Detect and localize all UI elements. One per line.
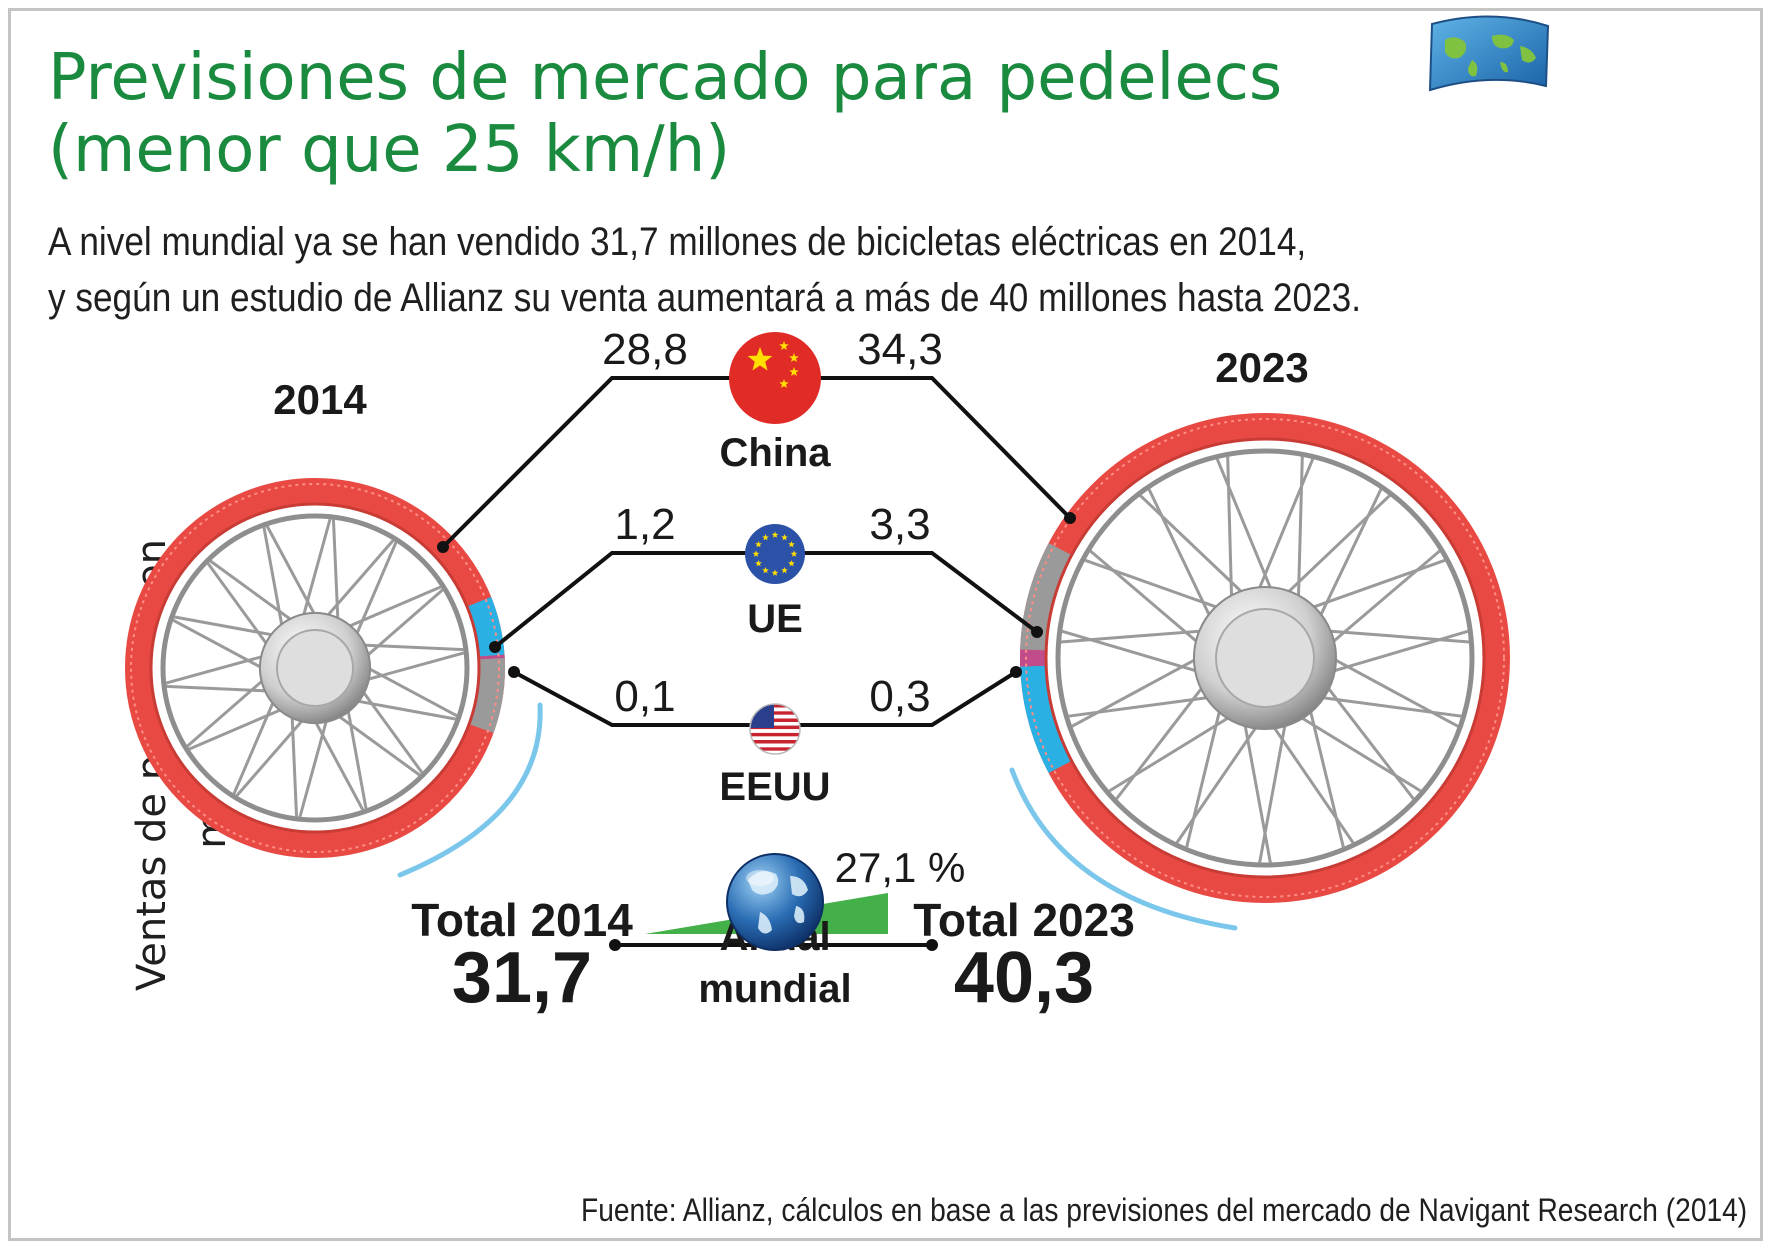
page-title: Previsiones de mercado para pedelecs (me… [48,42,1282,186]
region-label-eeuu: EEUU [719,765,830,809]
total-label-2014: Total 2014 [411,894,633,946]
connector-dot-china-2023 [1064,512,1076,524]
connector-dot-china-2014 [437,541,449,553]
motion-arc-2023 [1009,767,1238,931]
title-line-1: Previsiones de mercado para pedelecs [48,41,1283,115]
infographic-frame [8,8,1763,1241]
wheel-2023-rim [1055,448,1475,868]
world-map-flag-icon [1428,15,1550,92]
connector-dot-eeuu-2014 [508,666,520,678]
wheel-2014-rim [160,513,470,823]
connector-dot-ue-2023 [1031,626,1043,638]
total-value-2023: 40,3 [954,938,1094,1018]
total-dot-2014 [609,939,621,951]
subtitle-line-2: y según un estudio de Allianz su venta a… [48,276,1362,320]
value-2014-ue: 1,2 [614,500,675,549]
region-label-ue: UE [747,597,803,641]
total-label-2023: Total 2023 [913,894,1135,946]
connector-dot-eeuu-2023 [1010,666,1022,678]
value-2023-ue: 3,3 [869,500,930,549]
region-label-china: China [719,431,831,475]
year-label-2023: 2023 [1215,344,1308,391]
eu-flag-icon [745,524,805,584]
title-line-2: (menor que 25 km/h) [48,113,731,187]
year-label-2014: 2014 [273,376,367,423]
subtitle: A nivel mundial ya se han vendido 31,7 m… [48,214,1361,326]
subtitle-line-1: A nivel mundial ya se han vendido 31,7 m… [48,220,1307,264]
connector-dot-ue-2014 [489,641,501,653]
china-flag-icon [729,332,821,424]
total-dot-2023 [926,939,938,951]
source-note: Fuente: Allianz, cálculos en base a las … [580,1192,1747,1228]
wheel-2023 [1019,413,1510,903]
growth-label-line-2: mundial [698,967,851,1011]
value-2023-china: 34,3 [857,325,943,374]
value-2023-eeuu: 0,3 [869,672,930,721]
motion-arc-2014 [397,702,543,878]
growth-value: 27,1 % [835,844,966,891]
segment-other-2014 [469,658,505,733]
segment-ue-2023 [1020,665,1072,774]
wheel-2014 [125,478,505,858]
segment-other-2023 [1020,542,1072,651]
segment-ue-2014 [466,596,505,657]
value-2014-eeuu: 0,1 [614,672,675,721]
total-value-2014: 31,7 [452,938,592,1018]
value-2014-china: 28,8 [602,325,688,374]
globe-icon [726,853,824,951]
